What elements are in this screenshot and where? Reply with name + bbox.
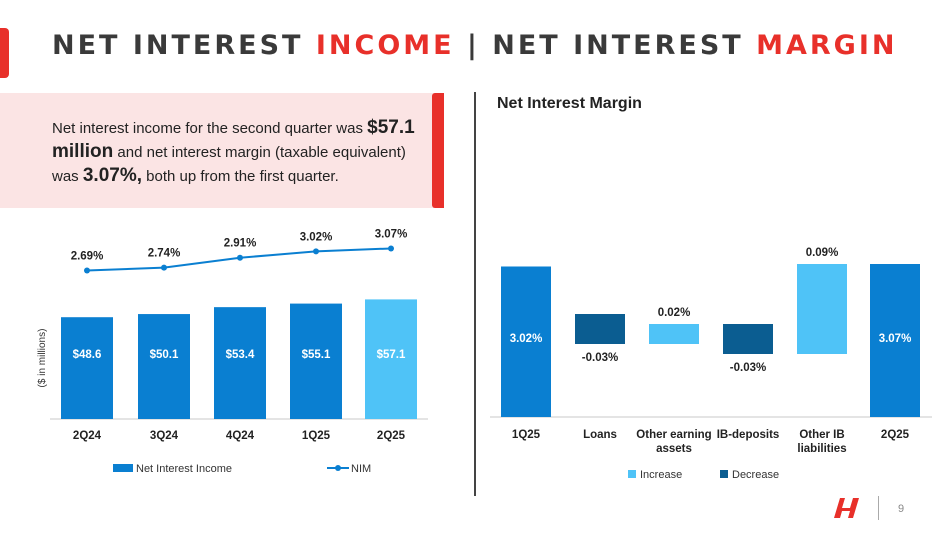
nim-point: [161, 264, 167, 271]
x-tick-label: Loans: [583, 429, 617, 441]
waterfall-data-label: 3.07%: [879, 333, 912, 345]
waterfall-data-label: -0.03%: [730, 362, 766, 374]
x-tick-label: 2Q25: [881, 429, 910, 441]
x-tick-label: IB-deposits: [717, 429, 780, 441]
waterfall-data-label: 0.02%: [658, 307, 691, 319]
nim-data-label: 3.07%: [375, 228, 408, 240]
nii-data-label: $57.1: [377, 349, 406, 361]
page-title: NET INTEREST INCOME | NET INTEREST MARGI…: [52, 30, 898, 61]
x-tick-label: Other IB liabilities: [797, 429, 846, 455]
nii-bar: [365, 299, 417, 419]
summary-box: [0, 93, 444, 208]
x-tick-label: 1Q25: [302, 430, 331, 442]
nii-bar: [138, 314, 190, 419]
summary-accent-bar: [432, 93, 444, 208]
logo-divider: [878, 496, 879, 520]
x-tick-label: Other earning assets: [636, 429, 711, 455]
company-logo: [834, 498, 859, 518]
nii-data-label: $50.1: [150, 349, 179, 361]
page-number: 9: [898, 503, 905, 515]
x-tick-label: 4Q24: [226, 430, 255, 442]
legend-marker-nim: [335, 465, 341, 471]
nim-data-label: 2.91%: [224, 238, 257, 250]
nim-data-label: 3.02%: [300, 231, 333, 243]
nii-bar: [214, 307, 266, 419]
panel-divider: [474, 92, 476, 496]
nim-decrease-bar: [723, 324, 773, 354]
nii-bar: [290, 303, 342, 419]
legend-swatch-nii: [113, 464, 133, 472]
nim-total-bar: [870, 264, 920, 417]
nii-data-label: $48.6: [73, 349, 102, 361]
nim-total-bar: [501, 266, 551, 417]
nii-bar: [61, 317, 113, 419]
legend-label-decrease: Decrease: [732, 469, 779, 481]
legend-swatch-increase: [628, 470, 636, 478]
waterfall-data-label: -0.03%: [582, 352, 618, 364]
nim-point: [84, 267, 90, 274]
nim-increase-bar: [649, 324, 699, 344]
nim-data-label: 2.69%: [71, 251, 104, 263]
nim-point: [313, 248, 319, 255]
y-axis-label: ($ in millions): [37, 329, 48, 388]
nim-point: [237, 254, 243, 261]
nim-decrease-bar: [575, 314, 625, 344]
summary-text: Net interest income for the second quart…: [52, 117, 415, 186]
nii-data-label: $53.4: [226, 349, 255, 361]
nii-data-label: $55.1: [302, 349, 331, 361]
nim-chart-title: Net Interest Margin: [497, 95, 642, 112]
nim-point: [388, 245, 394, 252]
x-tick-label: 1Q25: [512, 429, 541, 441]
title-accent-bar: [0, 28, 9, 78]
waterfall-data-label: 0.09%: [806, 247, 839, 259]
legend-label-increase: Increase: [640, 469, 682, 481]
x-tick-label: 2Q25: [377, 430, 406, 442]
nim-data-label: 2.74%: [148, 248, 181, 260]
waterfall-data-label: 3.02%: [510, 333, 543, 345]
legend-swatch-decrease: [720, 470, 728, 478]
legend-label-nim: NIM: [351, 463, 371, 475]
x-tick-label: 2Q24: [73, 430, 102, 442]
x-tick-label: 3Q24: [150, 430, 179, 442]
legend-label-nii: Net Interest Income: [136, 463, 232, 475]
nim-increase-bar: [797, 264, 847, 354]
